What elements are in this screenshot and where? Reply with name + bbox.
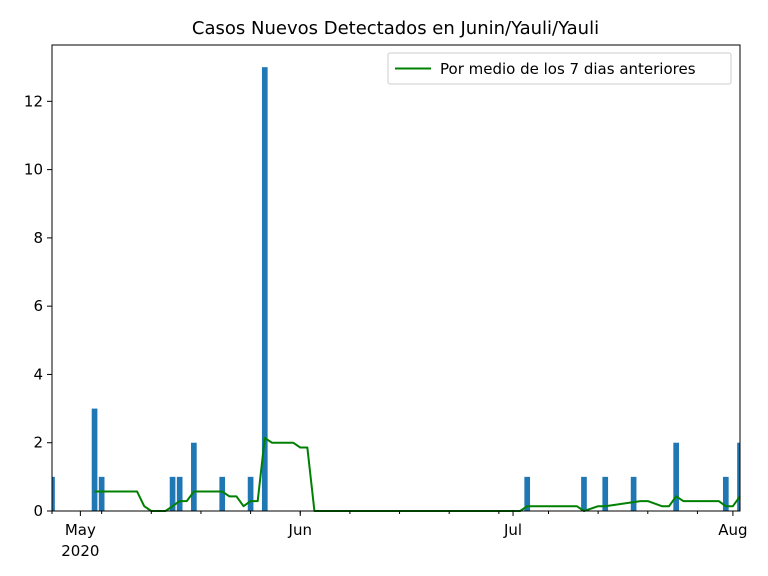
- y-axis: 0 2 4 6 8 10 12: [24, 92, 52, 520]
- bar-2020-08-02: [737, 442, 740, 511]
- y-tick-label-12: 12: [24, 92, 43, 110]
- bar-2020-04-27: [52, 476, 55, 511]
- bar-2020-05-15: [176, 476, 183, 511]
- y-tick-label-4: 4: [33, 365, 43, 383]
- plot-frame: [51, 44, 741, 512]
- x-tick-sublabel-May: 2020: [61, 542, 99, 560]
- x-tick-label-May: May: [65, 521, 96, 539]
- bar-2020-05-25: [247, 476, 254, 511]
- bar-2020-05-03: [91, 408, 98, 511]
- bar-2020-07-11: [581, 476, 587, 511]
- bar-2020-07-31: [722, 476, 729, 511]
- y-tick-label-8: 8: [33, 229, 43, 247]
- y-tick-label-10: 10: [24, 161, 43, 179]
- legend-entry-moving-average: Por medio de los 7 dias anteriores: [440, 60, 696, 78]
- bar-2020-05-04: [98, 476, 105, 511]
- bar-2020-05-14: [169, 476, 176, 511]
- legend-box: [387, 52, 732, 85]
- bar-2020-05-21: [219, 476, 226, 511]
- x-tick-label-Jun: Jun: [288, 521, 312, 539]
- y-tick-label-2: 2: [33, 434, 43, 452]
- bar-2020-05-17: [191, 442, 197, 511]
- bar-2020-05-27: [261, 67, 268, 511]
- x-axis: May 2020 Jun Jul Aug: [51, 511, 748, 560]
- legend: Por medio de los 7 dias anteriores: [387, 52, 732, 85]
- bar-2020-07-24: [673, 442, 680, 511]
- x-tick-label-Aug: Aug: [718, 521, 747, 539]
- bar-2020-07-14: [602, 476, 609, 511]
- y-tick-label-6: 6: [33, 297, 43, 315]
- x-tick-label-Jul: Jul: [503, 521, 522, 539]
- moving-average-line: [94, 436, 741, 512]
- bar-2020-07-03: [524, 476, 531, 511]
- bars-layer: [52, 67, 740, 511]
- line-layer: [94, 436, 741, 512]
- y-tick-label-0: 0: [33, 502, 43, 520]
- bar-2020-07-18: [630, 476, 637, 511]
- chart-title: Casos Nuevos Detectados en Junin/Yauli/Y…: [192, 18, 599, 39]
